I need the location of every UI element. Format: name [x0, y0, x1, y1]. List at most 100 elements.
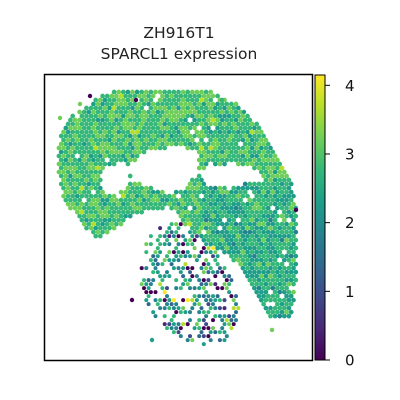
spot — [210, 149, 216, 155]
spot — [111, 113, 117, 119]
spot — [275, 189, 280, 195]
spot — [226, 105, 232, 111]
spot — [171, 306, 176, 311]
spot — [192, 133, 197, 139]
spot — [139, 113, 145, 119]
spot — [86, 109, 92, 115]
spot — [199, 217, 204, 223]
spot — [95, 181, 101, 187]
spot — [201, 310, 206, 315]
spot — [111, 153, 117, 159]
spot — [222, 338, 227, 343]
spot — [219, 117, 225, 123]
spot — [229, 125, 234, 131]
spot — [210, 189, 216, 195]
spot — [111, 209, 117, 215]
spot — [153, 129, 158, 135]
spot — [183, 213, 188, 219]
spot — [233, 189, 239, 195]
spot — [153, 290, 158, 295]
spot — [213, 282, 218, 287]
spot — [240, 113, 246, 119]
spot — [199, 201, 204, 207]
spot — [72, 133, 78, 139]
spot — [231, 314, 236, 319]
spot — [222, 225, 227, 231]
spot — [226, 201, 232, 207]
spot — [201, 318, 206, 323]
spot — [102, 153, 108, 159]
spot — [84, 161, 89, 167]
spot — [111, 145, 117, 151]
spot — [293, 213, 299, 219]
spot — [162, 234, 167, 239]
spot — [226, 153, 232, 159]
spot — [178, 254, 183, 259]
spot — [261, 173, 266, 179]
spot — [222, 274, 227, 279]
spot — [270, 173, 276, 179]
spot — [206, 262, 211, 267]
spot — [194, 193, 200, 199]
spot — [100, 157, 105, 163]
spot — [183, 238, 188, 243]
spot — [284, 245, 289, 251]
spot — [219, 141, 225, 147]
spot — [235, 249, 241, 255]
spot — [196, 101, 202, 107]
spot — [107, 113, 112, 119]
spot — [68, 141, 73, 147]
spot — [204, 250, 209, 255]
spot — [279, 237, 285, 243]
spot — [206, 294, 211, 299]
spot — [235, 209, 241, 215]
spot — [238, 149, 243, 155]
spot — [245, 217, 250, 223]
spot — [146, 205, 151, 211]
spot — [116, 105, 122, 111]
spot — [199, 306, 204, 311]
spot — [226, 249, 232, 255]
spot — [158, 242, 163, 247]
spot — [249, 273, 255, 279]
spot — [263, 257, 269, 263]
spot — [279, 189, 285, 195]
spot — [127, 109, 133, 115]
spot — [171, 250, 176, 255]
spot — [258, 241, 264, 247]
spot — [277, 161, 283, 167]
spot — [183, 117, 188, 123]
spot — [256, 149, 262, 155]
spot — [261, 301, 266, 307]
spot — [111, 129, 117, 135]
spot — [201, 270, 206, 275]
spot — [231, 306, 236, 311]
spot — [79, 153, 85, 159]
spot — [268, 217, 273, 223]
spot — [155, 205, 161, 211]
spot — [256, 245, 262, 251]
spot — [206, 205, 211, 211]
spot — [265, 269, 271, 275]
spot — [215, 262, 220, 267]
spot — [77, 117, 82, 123]
spot — [258, 297, 264, 303]
spot — [143, 129, 149, 135]
spot — [109, 197, 115, 203]
spot — [107, 209, 112, 215]
spot — [222, 249, 227, 255]
spot — [169, 109, 174, 115]
spot — [212, 201, 218, 207]
spot — [176, 105, 181, 111]
spot — [118, 189, 124, 195]
spot — [291, 201, 296, 207]
spot — [114, 213, 119, 219]
spot — [217, 201, 223, 207]
spot — [194, 209, 200, 215]
spot — [176, 242, 181, 247]
spot — [277, 169, 283, 175]
spot — [127, 149, 133, 155]
spot — [146, 141, 151, 147]
spot — [210, 205, 216, 211]
spot — [254, 225, 260, 231]
